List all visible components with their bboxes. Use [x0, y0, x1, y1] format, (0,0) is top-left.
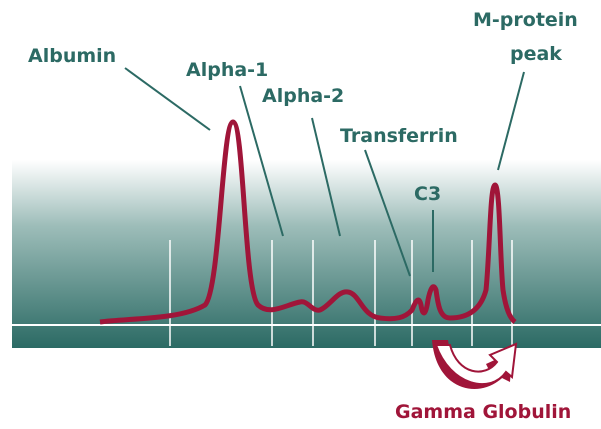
- label: Transferrin: [340, 125, 458, 147]
- electrophoresis-diagram: Albumin Alpha-1 Alpha-2 Transferrin C3 M…: [0, 0, 601, 429]
- label: C3: [414, 183, 441, 205]
- label: Albumin: [28, 45, 116, 67]
- label: Alpha-2: [262, 85, 344, 107]
- gamma-label: Gamma Globulin: [395, 401, 571, 423]
- label: Alpha-1: [186, 59, 268, 81]
- label: peak: [510, 43, 562, 65]
- label: M-protein: [473, 9, 578, 31]
